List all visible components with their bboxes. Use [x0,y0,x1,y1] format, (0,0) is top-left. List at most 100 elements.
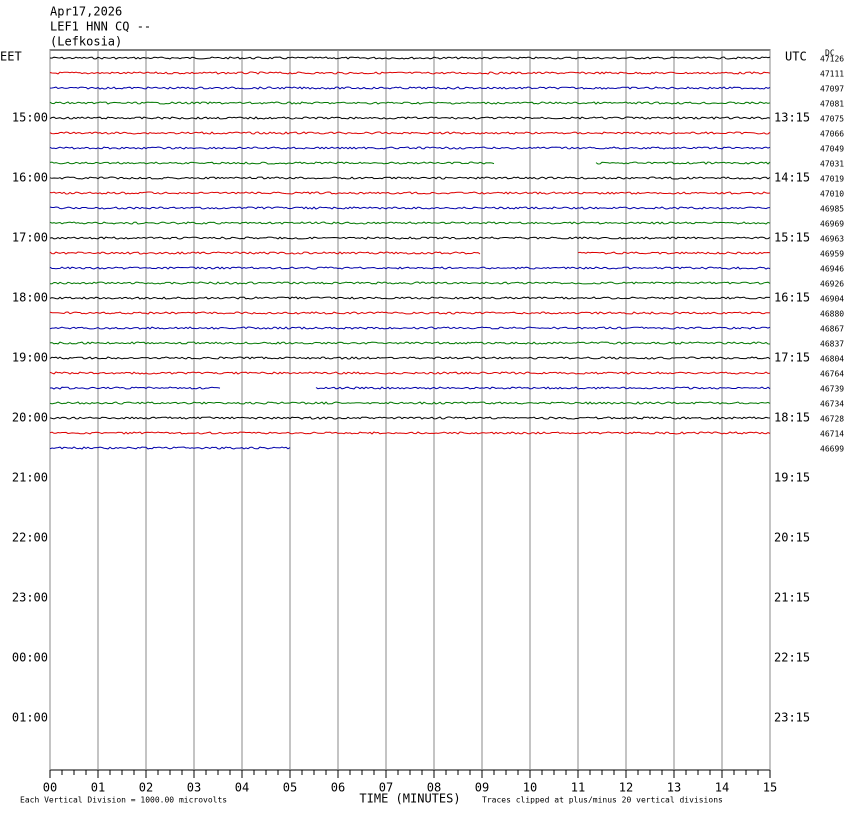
left-hour-label: 16:00 [12,171,48,185]
x-tick-label: 01 [91,781,105,795]
dc-value: 47075 [820,115,844,124]
dc-value: 47097 [820,85,844,94]
dc-value: 46699 [820,445,844,454]
x-tick-label: 10 [523,781,537,795]
trace [49,191,771,195]
dc-value: 46880 [820,310,844,319]
dc-value: 47081 [820,100,844,109]
trace [49,176,771,180]
trace [49,296,770,300]
x-tick-label: 14 [715,781,729,795]
trace [49,161,495,165]
trace [49,251,481,255]
trace [49,56,771,60]
right-hour-label: 16:15 [774,291,810,305]
dc-value: 47066 [820,130,844,139]
right-hour-label: 19:15 [774,471,810,485]
plot-frame [49,49,771,771]
trace [49,326,771,330]
left-hour-label: 18:00 [12,291,48,305]
trace [49,86,771,90]
x-tick-label: 05 [283,781,297,795]
date: Apr17,2026 [50,5,122,19]
right-hour-label: 18:15 [774,411,810,425]
dc-title: DC [825,49,835,58]
dc-value: 46734 [820,400,844,409]
location: (Lefkosia) [50,35,122,49]
right-zone: UTC [785,50,807,64]
left-hour-label: 22:00 [12,531,48,545]
clip-note: Traces clipped at plus/minus 20 vertical… [482,796,723,805]
left-hour-label: 23:00 [12,591,48,605]
dc-value: 46985 [820,205,844,214]
right-hour-label: 23:15 [774,711,810,725]
left-hour-label: 00:00 [12,651,48,665]
dc-value: 46739 [820,385,844,394]
x-tick-label: 08 [427,781,441,795]
right-hour-label: 14:15 [774,171,810,185]
dc-value: 46946 [820,265,844,274]
trace [49,446,291,450]
trace [577,251,771,255]
x-tick-label: 15 [763,781,777,795]
scale-note: Each Vertical Division = 1000.00 microvo… [20,796,227,805]
dc-value: 47111 [820,70,844,79]
right-hour-label: 15:15 [774,231,810,245]
x-tick-label: 07 [379,781,393,795]
dc-value: 47031 [820,160,844,169]
left-hour-label: 17:00 [12,231,48,245]
dc-value: 46969 [820,220,844,229]
trace [49,206,771,210]
right-hour-label: 22:15 [774,651,810,665]
trace [49,416,771,420]
dc-value: 46963 [820,235,844,244]
trace [49,131,771,135]
x-tick-label: 02 [139,781,153,795]
x-title: TIME (MINUTES) [359,792,460,806]
x-tick-label: 06 [331,781,345,795]
trace [315,386,771,390]
trace [595,161,771,165]
trace [49,386,221,390]
trace [50,281,771,285]
trace [49,311,771,315]
trace [49,356,771,360]
dc-value: 46764 [820,370,844,379]
trace [49,71,771,75]
trace [49,101,771,105]
dc-value: 46837 [820,340,844,349]
x-tick-label: 12 [619,781,633,795]
dc-value: 46728 [820,415,844,424]
x-tick-label: 11 [571,781,585,795]
trace [49,146,771,150]
trace [49,221,771,225]
right-hour-label: 21:15 [774,591,810,605]
dc-value: 46926 [820,280,844,289]
dc-value: 47010 [820,190,844,199]
left-hour-label: 21:00 [12,471,48,485]
dc-value: 47049 [820,145,844,154]
dc-value: 47126 [820,55,844,64]
trace [49,266,771,270]
right-hour-label: 20:15 [774,531,810,545]
x-tick-label: 04 [235,781,249,795]
dc-value: 47019 [820,175,844,184]
left-zone: EET [0,50,22,64]
trace [49,236,771,240]
dc-value: 46714 [820,430,844,439]
right-hour-label: 17:15 [774,351,810,365]
trace [49,401,771,405]
trace [49,341,771,345]
left-hour-label: 15:00 [12,111,48,125]
x-tick-label: 03 [187,781,201,795]
x-tick-label: 13 [667,781,681,795]
x-tick-label: 00 [43,781,57,795]
right-hour-label: 13:15 [774,111,810,125]
trace [49,431,771,435]
trace [49,371,771,375]
left-hour-label: 01:00 [12,711,48,725]
x-tick-label: 09 [475,781,489,795]
trace [49,116,771,120]
left-hour-label: 19:00 [12,351,48,365]
